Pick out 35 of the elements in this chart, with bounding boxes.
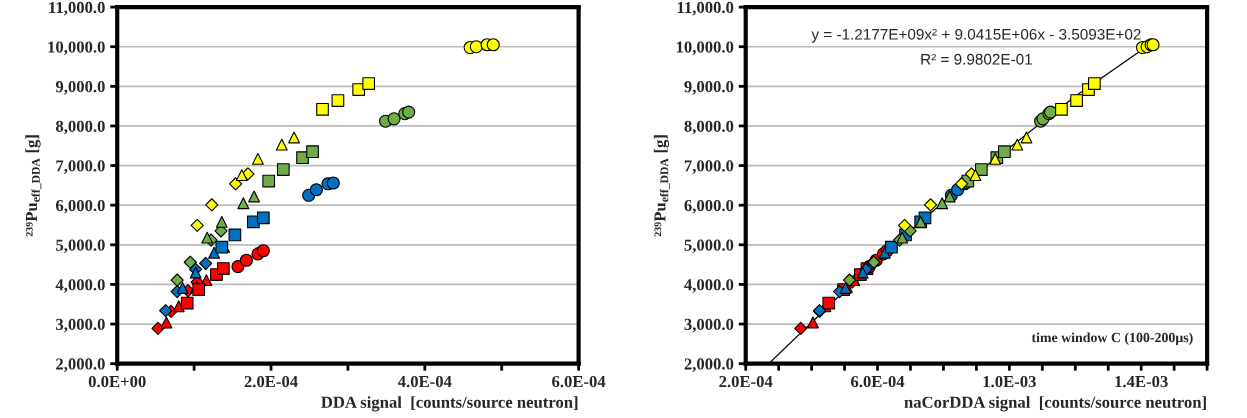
y-tick-label: 3,000.0 xyxy=(56,318,105,333)
y-tick-label: 9,000.0 xyxy=(55,81,105,95)
y-tick-label: 6,000.0 xyxy=(684,199,734,214)
x-axis-title: DDA signal [counts/source neutron] xyxy=(321,396,578,412)
y-tick-label: 11,000.0 xyxy=(677,1,734,16)
y-tick-label: 2,000.0 xyxy=(56,358,105,373)
y-tick-label: 9,000.0 xyxy=(684,81,734,95)
x-tick-label: 2.0E-04 xyxy=(719,375,773,388)
y-tick-label: 3,000.0 xyxy=(684,318,734,333)
y-tick-label: 8,000.0 xyxy=(55,120,105,135)
y-tick-label: 7,000.0 xyxy=(684,160,734,174)
x-tick-label: 0.0E+00 xyxy=(88,375,146,388)
y-axis-title: ²³⁹Pu$_{eff_DDA}$ [g] xyxy=(25,135,42,237)
annotation: R² = 9.9802E-01 xyxy=(921,53,1032,65)
y-tick-label: 5,000.0 xyxy=(56,239,105,254)
annotation: time window C (100-200μs) xyxy=(1031,332,1193,345)
y-tick-label: 4,000.0 xyxy=(684,279,734,293)
y-tick-label: 11,000.0 xyxy=(49,1,105,16)
y-tick-label: 4,000.0 xyxy=(55,279,105,293)
x-axis-title: naCorDDA signal [counts/source neutron] xyxy=(904,396,1206,412)
y-tick-label: 10,000.0 xyxy=(48,41,105,56)
x-tick-label: 4.0E-04 xyxy=(397,375,452,388)
x-tick-label: 1.4E-03 xyxy=(1115,375,1168,388)
x-tick-label: 6.0E-04 xyxy=(851,375,905,388)
x-tick-label: 1.0E-03 xyxy=(983,375,1036,388)
y-tick-label: 6,000.0 xyxy=(55,199,105,214)
y-tick-label: 8,000.0 xyxy=(684,120,734,135)
annotation: y = -1.2177E+09x² + 9.0415E+06x - 3.5093E+02 xyxy=(811,28,1141,43)
x-tick-label: 2.0E-04 xyxy=(244,375,298,388)
y-tick-label: 5,000.0 xyxy=(684,239,734,254)
x-tick-label: 6.0E-04 xyxy=(552,375,606,388)
y-axis-title: ²³⁹Pu$_{eff_DDA}$ [g] xyxy=(653,135,670,237)
y-tick-label: 2,000.0 xyxy=(684,358,734,373)
y-tick-label: 10,000.0 xyxy=(676,41,734,56)
y-tick-label: 7,000.0 xyxy=(56,160,105,174)
